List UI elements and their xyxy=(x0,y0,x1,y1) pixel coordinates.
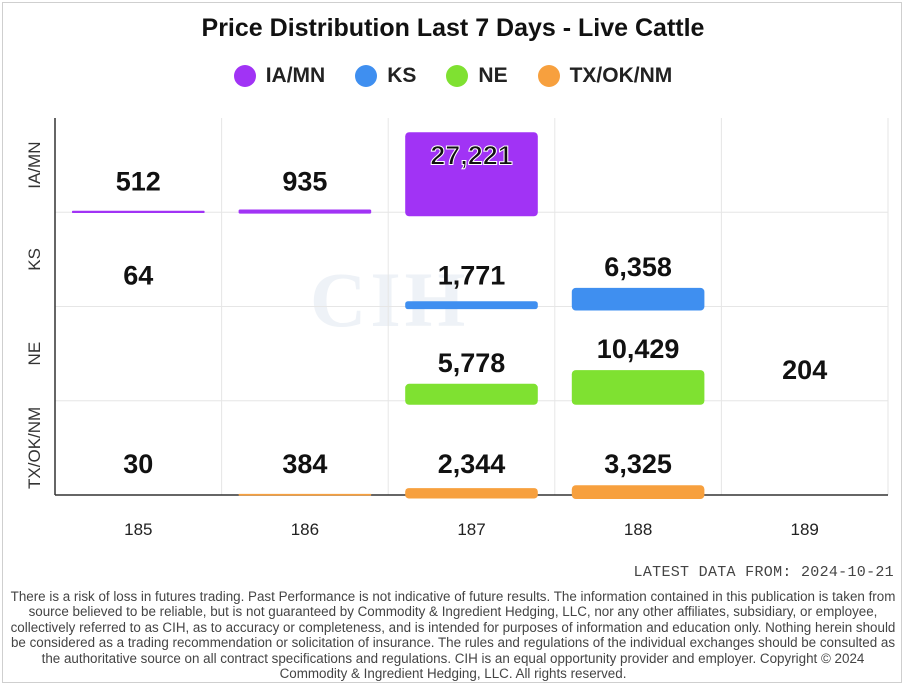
row-label: KS xyxy=(25,248,44,271)
bar xyxy=(238,209,372,214)
legend-item-ia-mn[interactable]: IA/MN xyxy=(233,64,326,88)
data-label: 10,429 xyxy=(597,334,680,364)
bar xyxy=(571,485,705,499)
data-label: 5,778 xyxy=(438,348,506,378)
legend-swatch xyxy=(537,65,560,87)
x-tick-label: 187 xyxy=(457,520,485,539)
legend-item-tx-ok-nm[interactable]: TX/OK/NM xyxy=(537,64,673,88)
bar xyxy=(405,301,538,310)
bar xyxy=(72,210,205,214)
data-label: 64 xyxy=(123,261,153,291)
legend-item-ne[interactable]: NE xyxy=(446,64,508,88)
legend-swatch xyxy=(233,65,256,87)
data-label: 384 xyxy=(282,449,327,479)
legend: IA/MN KS NE TX/OK/NM xyxy=(0,62,906,90)
disclaimer-text: There is a risk of loss in futures tradi… xyxy=(10,589,896,682)
legend-label: TX/OK/NM xyxy=(569,64,673,87)
legend-swatch xyxy=(446,65,469,87)
latest-data-label: LATEST DATA FROM: 2024-10-21 xyxy=(633,564,894,581)
legend-label: KS xyxy=(387,64,417,87)
data-label: 30 xyxy=(123,449,153,479)
legend-label: NE xyxy=(478,64,508,87)
row-label: NE xyxy=(25,342,44,366)
bar xyxy=(405,383,538,405)
bar xyxy=(571,287,705,311)
legend-swatch xyxy=(355,65,378,87)
bar xyxy=(405,488,538,499)
x-tick-label: 188 xyxy=(624,520,652,539)
bar xyxy=(571,370,705,405)
data-label: 3,325 xyxy=(604,449,672,479)
row-label: TX/OK/NM xyxy=(25,407,44,489)
data-label: 27,221 xyxy=(430,140,513,170)
legend-label: IA/MN xyxy=(265,64,326,87)
data-label: 204 xyxy=(782,355,827,385)
chart-title: Price Distribution Last 7 Days - Live Ca… xyxy=(201,14,705,42)
x-tick-label: 185 xyxy=(124,520,152,539)
x-tick-label: 186 xyxy=(291,520,319,539)
bar xyxy=(238,493,372,496)
data-label: 512 xyxy=(116,166,161,196)
x-tick-label: 189 xyxy=(791,520,819,539)
data-label: 935 xyxy=(282,166,327,196)
cih-watermark: CIH xyxy=(310,256,470,343)
plot-area: 185 186 187 188 189 IA/MN KS NE TX/OK/NM 512 935 27… xyxy=(25,118,889,539)
data-label: 1,771 xyxy=(438,261,506,291)
row-label: IA/MN xyxy=(25,142,44,189)
data-label: 6,358 xyxy=(604,252,672,282)
bar xyxy=(405,132,538,217)
data-label: 2,344 xyxy=(438,449,506,479)
legend-item-ks[interactable]: KS xyxy=(355,64,416,88)
